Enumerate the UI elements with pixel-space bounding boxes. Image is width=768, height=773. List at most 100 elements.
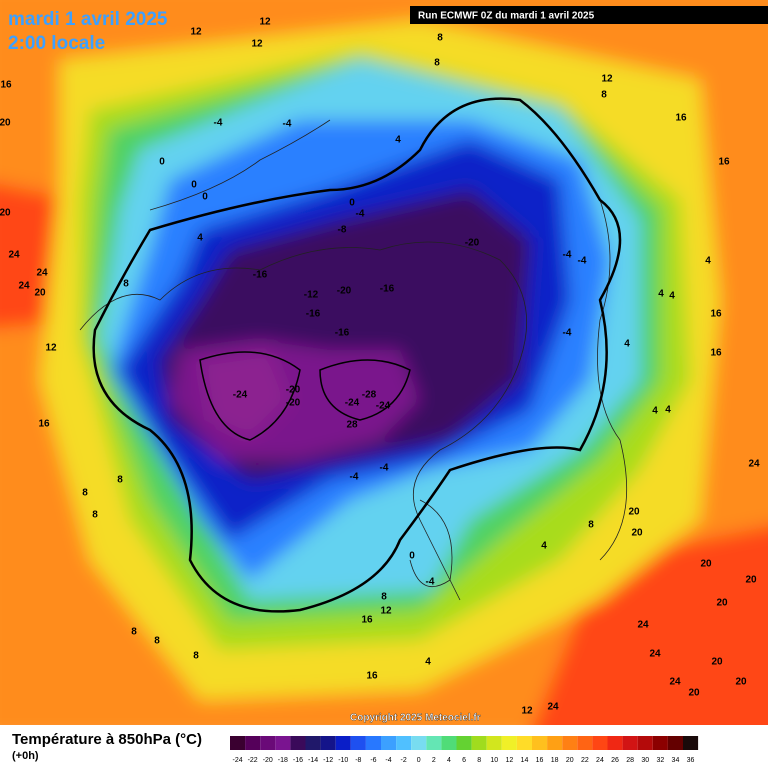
color-swatch xyxy=(607,736,623,750)
color-swatch xyxy=(577,736,593,750)
contour-label: 20 xyxy=(631,528,643,539)
color-swatch xyxy=(396,736,412,750)
color-swatch xyxy=(486,736,502,750)
legend-title: Température à 850hPa (°C) xyxy=(12,731,202,748)
contour-label: 8 xyxy=(434,58,440,69)
contour-label: 8 xyxy=(154,636,160,647)
scale-tick-label: -12 xyxy=(323,757,333,764)
contour-label: 8 xyxy=(117,475,123,486)
coastlines xyxy=(79,119,628,601)
map-title: mardi 1 avril 2025 xyxy=(8,9,168,30)
contour-label: 24 xyxy=(36,268,48,279)
scale-tick-label: 20 xyxy=(566,757,574,764)
color-swatch xyxy=(411,736,427,750)
color-swatch xyxy=(622,736,638,750)
contour-label: 4 xyxy=(705,256,711,267)
contour-label: -20 xyxy=(465,238,480,249)
contour-label: 28 xyxy=(346,420,358,431)
color-swatch xyxy=(245,736,261,750)
scale-tick-label: -14 xyxy=(308,757,318,764)
color-swatch xyxy=(547,736,563,750)
contour-label: 24 xyxy=(637,620,649,631)
contour-label: 0 xyxy=(349,198,355,209)
contour-label: 4 xyxy=(624,339,630,350)
contour-label: 4 xyxy=(541,541,547,552)
contour-label: 4 xyxy=(669,291,675,302)
contour-label: 20 xyxy=(745,575,757,586)
color-swatch xyxy=(562,736,578,750)
scale-tick-label: 26 xyxy=(611,757,619,764)
contour-label: -4 xyxy=(283,119,292,130)
contour-label: 20 xyxy=(0,208,11,219)
scale-tick-label: -6 xyxy=(370,757,376,764)
contour-label: -20 xyxy=(286,398,301,409)
scale-tick-label: 24 xyxy=(596,757,604,764)
scale-tick-label: -4 xyxy=(385,757,391,764)
contour-label: 8 xyxy=(82,488,88,499)
color-swatch xyxy=(275,736,291,750)
contour-label: 20 xyxy=(688,688,700,699)
contour-label: 12 xyxy=(521,706,533,717)
contour-label: 16 xyxy=(675,113,687,124)
color-swatch xyxy=(652,736,668,750)
contour-label: 24 xyxy=(547,702,559,713)
contour-label: 4 xyxy=(665,405,671,416)
scale-tick-label: 18 xyxy=(551,757,559,764)
scale-tick-label: 30 xyxy=(641,757,649,764)
contour-label: 12 xyxy=(259,17,271,28)
contour-label: -24 xyxy=(345,398,360,409)
scale-tick-label: -24 xyxy=(232,757,242,764)
run-info: Run ECMWF 0Z du mardi 1 avril 2025 xyxy=(418,11,595,22)
contour-label: 4 xyxy=(652,406,658,417)
contour-label: 0 xyxy=(409,551,415,562)
contour-label: -4 xyxy=(578,256,587,267)
scale-tick-label: -8 xyxy=(355,757,361,764)
contour-label: 20 xyxy=(0,118,11,129)
scale-tick-label: 6 xyxy=(462,757,466,764)
contour-label: -4 xyxy=(356,209,365,220)
scale-tick-label: 16 xyxy=(536,757,544,764)
scale-tick-label: -10 xyxy=(338,757,348,764)
contour-label: 16 xyxy=(38,419,50,430)
contour-label: -4 xyxy=(563,328,572,339)
contour-label: -4 xyxy=(563,250,572,261)
contour-label: 20 xyxy=(711,657,723,668)
color-swatch xyxy=(290,736,306,750)
contour-label: 4 xyxy=(658,289,664,300)
contour-label: -12 xyxy=(304,290,319,301)
scale-tick-label: 32 xyxy=(656,757,664,764)
scale-tick-label: 14 xyxy=(521,757,529,764)
forecast-step: (+0h) xyxy=(12,750,39,762)
map-subtitle: 2:00 locale xyxy=(8,33,105,54)
contour-label: 12 xyxy=(251,39,263,50)
contour-label: 8 xyxy=(588,520,594,531)
contour-label: 24 xyxy=(649,649,661,660)
color-swatch xyxy=(230,736,246,750)
contour-label: 20 xyxy=(700,559,712,570)
contour-label: 8 xyxy=(123,279,129,290)
contour-label: -4 xyxy=(214,118,223,129)
color-swatch xyxy=(260,736,276,750)
contour-label: 16 xyxy=(361,615,373,626)
contour-label: 4 xyxy=(395,135,401,146)
contour-label: -20 xyxy=(286,385,301,396)
contour-label: 20 xyxy=(628,507,640,518)
contour-label: 8 xyxy=(437,33,443,44)
contour-label: -4 xyxy=(380,463,389,474)
contour-label: 0 xyxy=(191,180,197,191)
color-swatch xyxy=(637,736,653,750)
contour-label: -4 xyxy=(426,577,435,588)
contour-label: -16 xyxy=(380,284,395,295)
contour-label: 0 xyxy=(202,192,208,203)
contour-label: 24 xyxy=(748,459,760,470)
scale-tick-label: 10 xyxy=(490,757,498,764)
contour-label: 12 xyxy=(190,27,202,38)
scale-tick-label: -2 xyxy=(401,757,407,764)
contour-label: 12 xyxy=(601,74,613,85)
copyright: Copyright 2025 Meteociel.fr xyxy=(350,713,481,724)
scale-tick-label: -22 xyxy=(248,757,258,764)
scale-tick-label: 36 xyxy=(687,757,695,764)
contour-label: 24 xyxy=(8,250,20,261)
